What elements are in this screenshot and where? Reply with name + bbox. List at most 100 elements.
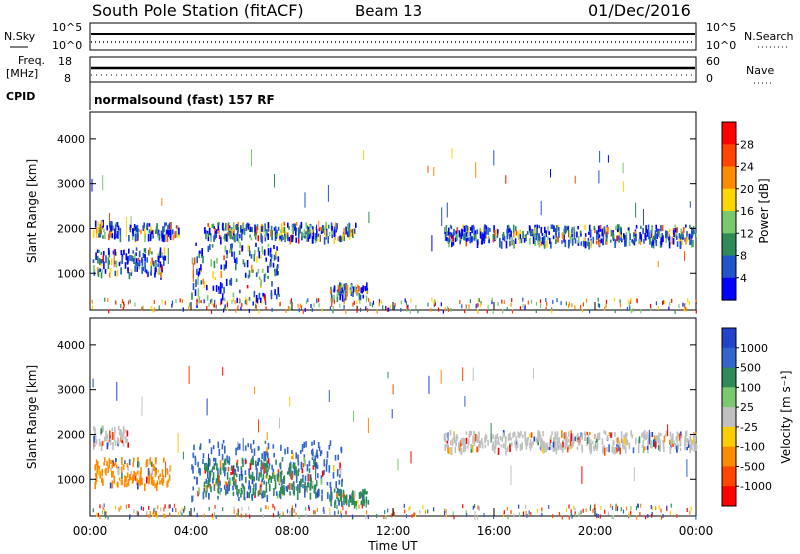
echo-cell	[280, 476, 282, 483]
echo-cell	[206, 284, 208, 291]
echo-cell	[166, 235, 169, 242]
echo-cell	[349, 289, 352, 295]
echo-cell	[261, 453, 263, 460]
echo-cell	[225, 223, 227, 231]
echo-cell	[119, 429, 121, 433]
echo-cell	[263, 457, 265, 462]
echo-cell	[654, 230, 657, 235]
echo-cell	[689, 240, 691, 246]
echo-cell	[282, 226, 284, 234]
echo-cell	[446, 202, 448, 218]
echo-cell	[589, 229, 592, 236]
echo-cell	[628, 302, 630, 307]
echo-cell	[223, 236, 226, 240]
echo-cell	[358, 495, 361, 499]
echo-cell	[288, 237, 291, 242]
echo-cell	[515, 436, 518, 442]
echo-cell	[597, 297, 599, 302]
echo-cell	[339, 282, 341, 286]
echo-cell	[295, 227, 298, 232]
echo-cell	[616, 235, 618, 242]
echo-cell	[468, 226, 470, 233]
echo-cell	[107, 515, 109, 520]
echo-cell	[571, 435, 574, 441]
echo-cell	[487, 304, 489, 309]
echo-cell	[543, 443, 546, 451]
echo-cell	[598, 303, 601, 308]
echo-cell	[647, 514, 649, 518]
echo-cell	[608, 444, 610, 453]
echo-cell	[209, 470, 211, 475]
echo-cell	[571, 303, 573, 308]
echo-cell	[92, 508, 94, 513]
echo-cell	[139, 478, 141, 486]
echo-cell	[258, 419, 259, 433]
echo-cell	[235, 278, 238, 283]
echo-cell	[100, 251, 103, 255]
echo-cell	[323, 227, 326, 235]
echo-cell	[492, 434, 494, 439]
echo-cell	[110, 225, 112, 232]
echo-cell	[120, 250, 123, 256]
echo-cell	[222, 367, 224, 376]
echo-cell	[200, 280, 203, 285]
echo-cell	[679, 447, 682, 452]
echo-cell	[232, 491, 235, 496]
echo-cell	[224, 233, 226, 239]
echo-cell	[254, 236, 257, 240]
echo-cell	[687, 298, 689, 303]
echo-cell	[616, 441, 619, 447]
echo-cell	[586, 431, 588, 436]
echo-cell	[537, 438, 539, 446]
echo-cell	[497, 447, 500, 455]
echo-cell	[217, 441, 220, 449]
echo-cell	[476, 229, 479, 235]
echo-cell	[602, 227, 605, 236]
echo-cell	[101, 269, 103, 273]
echo-cell	[257, 458, 260, 465]
echo-cell	[163, 513, 165, 518]
echo-cell	[261, 235, 263, 244]
echo-cell	[114, 461, 117, 466]
echo-cell	[255, 464, 257, 471]
echo-cell	[126, 257, 129, 265]
echo-cell	[256, 472, 258, 481]
echo-cell	[476, 515, 478, 520]
echo-cell	[294, 223, 296, 231]
echo-cell	[544, 226, 546, 233]
echo-cell	[94, 441, 96, 447]
echo-cell	[279, 235, 281, 240]
echo-cell	[574, 238, 577, 244]
echo-cell	[613, 297, 616, 302]
echo-cell	[321, 489, 323, 495]
echo-cell	[97, 512, 99, 517]
echo-cell	[462, 437, 465, 441]
echo-cell	[662, 513, 664, 518]
echo-cell	[274, 289, 276, 296]
echo-cell	[316, 507, 318, 512]
echo-cell	[507, 224, 510, 229]
echo-cell	[103, 251, 105, 256]
echo-cell	[103, 457, 106, 463]
echo-cell	[303, 457, 306, 463]
echo-cell	[236, 441, 239, 447]
echo-cell	[692, 438, 695, 445]
echo-cell	[502, 443, 505, 449]
echo-cell	[592, 236, 595, 244]
echo-cell	[613, 447, 616, 453]
echo-cell	[478, 431, 480, 439]
echo-cell	[147, 271, 149, 277]
echo-cell	[530, 439, 532, 447]
echo-cell	[626, 506, 628, 511]
echo-cell	[144, 248, 147, 253]
echo-cell	[662, 300, 664, 305]
echo-cell	[107, 298, 109, 302]
echo-cell	[294, 223, 296, 227]
echo-cell	[505, 175, 507, 184]
echo-cell	[304, 481, 306, 489]
echo-cell	[343, 234, 345, 242]
echo-cell	[277, 470, 280, 477]
colorbar-tick-label: 100	[740, 381, 761, 394]
echo-cell	[129, 254, 131, 261]
echo-cell	[577, 432, 579, 438]
